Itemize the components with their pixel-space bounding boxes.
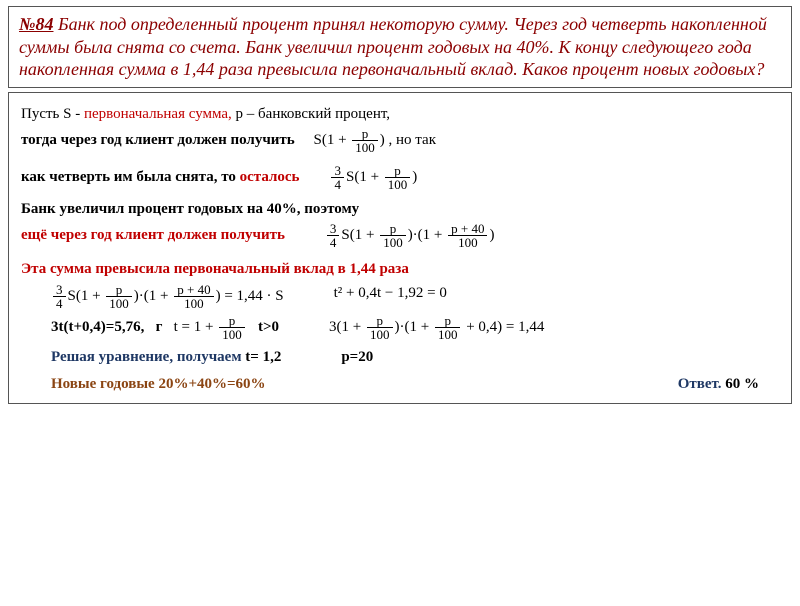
problem-statement: №84 Банк под определенный процент принял… [8, 6, 792, 88]
formula-expand: 3(1 + p100)·(1 + p100 + 0,4) = 1,44 [329, 314, 544, 341]
formula-year2: 34S(1 + p100)·(1 + p + 40100) [325, 222, 495, 249]
equation-row-1: 34S(1 + p100)·(1 + p + 40100) = 1,44 · S… [21, 283, 779, 310]
solve-row: Решая уравнение, получаем t= 1,2 p=20 [21, 347, 779, 367]
formula-eq-main: 34S(1 + p100)·(1 + p + 40100) = 1,44 · S [51, 283, 284, 310]
problem-text: Банк под определенный процент принял нек… [19, 14, 767, 79]
line-exceed: Эта сумма превысила первоначальный вклад… [21, 259, 779, 279]
formula-remain: 34S(1 + p100) [329, 169, 417, 185]
line-year2: ещё через год клиент должен получить 34S… [21, 222, 779, 249]
solution-body: Пусть S - первоначальная сумма, p – банк… [8, 92, 792, 404]
formula-s1: S(1 + p100) [313, 132, 388, 148]
equation-row-2: 3t(t+0,4)=5,76, г t = 1 + p100 t>0 3(1 +… [21, 314, 779, 341]
problem-number: №84 [19, 14, 53, 34]
new-rate: Новые годовые 20%+40%=60% [51, 374, 266, 394]
line-quarter: как четверть им была снята, то осталось … [21, 164, 779, 191]
line-let: Пусть S - первоначальная сумма, p – банк… [21, 104, 779, 124]
answer-row: Новые годовые 20%+40%=60% Ответ. 60 % [21, 374, 779, 394]
formula-3t: 3t(t+0,4)=5,76, г t = 1 + p100 t>0 [51, 314, 279, 341]
line-increase: Банк увеличил процент годовых на 40%, по… [21, 199, 779, 219]
formula-quad: t² + 0,4t − 1,92 = 0 [334, 283, 447, 310]
line-year1: тогда через год клиент должен получить S… [21, 127, 779, 154]
